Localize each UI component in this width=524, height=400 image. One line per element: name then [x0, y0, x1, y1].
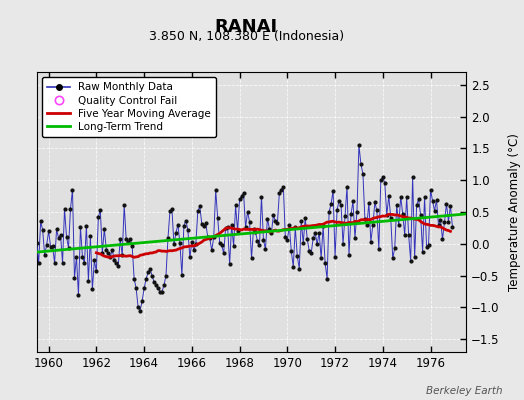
Text: 3.850 N, 108.380 E (Indonesia): 3.850 N, 108.380 E (Indonesia) [149, 30, 344, 43]
Legend: Raw Monthly Data, Quality Control Fail, Five Year Moving Average, Long-Term Tren: Raw Monthly Data, Quality Control Fail, … [42, 77, 216, 137]
Text: RANAI: RANAI [215, 18, 278, 36]
Y-axis label: Temperature Anomaly (°C): Temperature Anomaly (°C) [508, 133, 521, 291]
Text: Berkeley Earth: Berkeley Earth [427, 386, 503, 396]
